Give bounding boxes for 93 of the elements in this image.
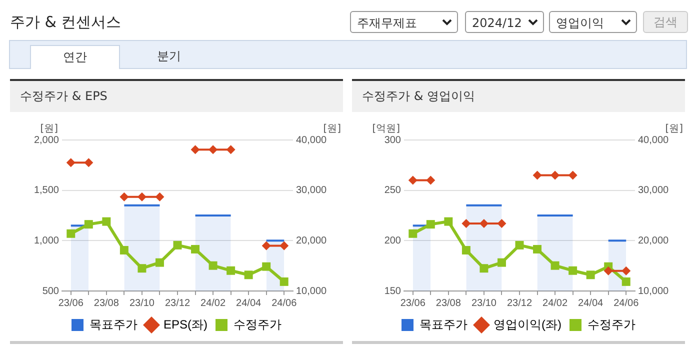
text: 주재무제표 (357, 16, 417, 30)
x-tick-label: 23/06 (400, 298, 426, 309)
x-tick-label: 23/10 (129, 298, 155, 309)
point (568, 170, 578, 180)
point (137, 192, 146, 202)
point (262, 262, 271, 271)
y-axis-title: [억원] (372, 124, 400, 135)
y-tick-label: 300 (384, 134, 402, 146)
point (102, 217, 111, 226)
text: 분기 (156, 48, 182, 65)
x-tick-label: 24/02 (200, 298, 226, 309)
point (532, 170, 542, 180)
text: 영업이익 (556, 16, 604, 30)
point (173, 240, 182, 250)
legend-label: 목표주가 (420, 317, 468, 332)
y2-axis-title: [원] (665, 124, 684, 135)
point (208, 261, 218, 270)
y2-axis-title: [원] (323, 124, 342, 135)
x-tick-label: 23/12 (506, 298, 532, 309)
y-tick-label: 1,500 (34, 185, 60, 196)
y-axis-title: [원] (40, 124, 58, 135)
point (66, 158, 76, 168)
point (426, 176, 436, 185)
y-tick-label: 150 (384, 286, 402, 297)
point (244, 270, 253, 280)
point (462, 219, 471, 228)
y-tick-label: 250 (384, 185, 402, 196)
x-tick-label: 23/12 (164, 298, 190, 309)
point (462, 246, 470, 254)
y-tick-label: 500 (42, 286, 60, 297)
point (497, 258, 506, 267)
x-tick-label: 24/04 (236, 298, 262, 309)
point (120, 192, 129, 202)
point (190, 145, 200, 154)
point (280, 277, 288, 286)
point (480, 264, 488, 273)
chart-title: 수정주가 & EPS (10, 81, 343, 112)
legend-label: 수정주가 (234, 317, 282, 332)
y2-tick-label: 40,000 (638, 134, 670, 146)
y-tick-label: 2,000 (34, 134, 60, 146)
point (550, 170, 560, 180)
legend-label: EPS(좌) (164, 317, 208, 332)
y2-tick-label: 10,000 (296, 286, 328, 297)
point (497, 219, 506, 228)
point (208, 145, 218, 154)
legend-label: 영업이익(좌) (494, 317, 562, 332)
point (622, 277, 630, 286)
y2-tick-label: 30,000 (638, 185, 670, 196)
point (426, 220, 435, 229)
chart-title: 수정주가 & 영업이익 (352, 81, 685, 112)
point (568, 266, 578, 275)
y-tick-label: 1,000 (34, 235, 60, 246)
text: 연간 (30, 45, 120, 69)
point (408, 176, 418, 185)
point (155, 258, 164, 267)
point (120, 246, 128, 254)
point (191, 244, 200, 254)
point (604, 266, 613, 276)
x-tick-label: 24/06 (272, 298, 298, 309)
x-tick-label: 23/08 (436, 298, 462, 309)
y2-tick-label: 20,000 (296, 235, 328, 246)
y2-tick-label: 40,000 (296, 134, 328, 146)
point (533, 244, 542, 254)
y2-tick-label: 10,000 (638, 286, 670, 297)
x-tick-label: 23/06 (58, 298, 84, 309)
point (622, 266, 631, 276)
point (84, 220, 93, 229)
y2-tick-label: 30,000 (296, 185, 328, 196)
point (262, 241, 271, 250)
text: 2024/12 (472, 16, 522, 30)
point (444, 217, 453, 226)
x-tick-label: 23/10 (471, 298, 497, 309)
x-tick-label: 24/06 (614, 298, 640, 309)
y-tick-label: 200 (384, 235, 402, 246)
point (280, 241, 289, 250)
x-tick-label: 24/04 (578, 298, 604, 309)
x-tick-label: 23/08 (94, 298, 120, 309)
point (408, 229, 418, 238)
point (138, 264, 146, 273)
legend-label: 목표주가 (90, 317, 138, 332)
point (515, 240, 524, 250)
point (550, 261, 560, 270)
point (226, 145, 236, 154)
x-tick-label: 24/02 (542, 298, 568, 309)
point (84, 158, 94, 168)
text: 검색 (643, 11, 688, 33)
point (155, 192, 164, 202)
point (226, 266, 236, 275)
text: 주가 & 컨센서스 (10, 13, 122, 32)
point (586, 270, 595, 280)
point (66, 229, 76, 238)
legend-label: 수정주가 (587, 317, 636, 332)
y2-tick-label: 20,000 (638, 235, 670, 246)
